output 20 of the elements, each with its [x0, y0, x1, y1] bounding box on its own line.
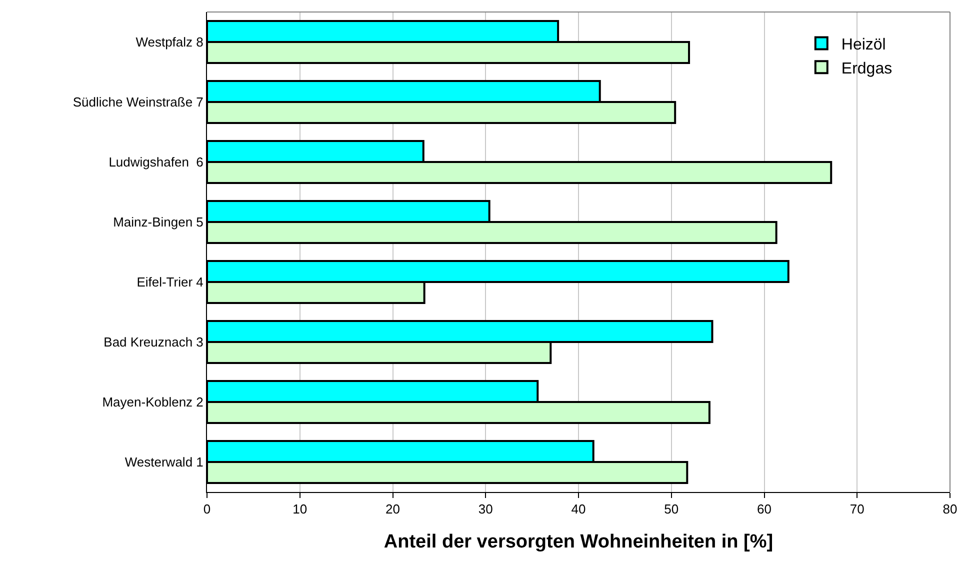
y-tick-label: Westpfalz 8 [136, 34, 204, 50]
x-tick-label: 10 [292, 502, 308, 517]
legend-label: Erdgas [841, 60, 892, 78]
x-tick-label: 70 [850, 502, 864, 517]
x-axis-title: Anteil der versorgten Wohneinheiten in [%] [384, 531, 774, 552]
legend-label: Heizöl [841, 36, 886, 54]
y-tick-label: Westerwald 1 [124, 454, 204, 470]
y-tick-label: Bad Kreuznach 3 [104, 334, 204, 350]
x-tick-label: 30 [478, 502, 493, 517]
x-tick-label: 60 [757, 502, 772, 517]
y-tick-label: Südliche Weinstraße 7 [72, 94, 204, 110]
x-tick-label: 80 [942, 502, 958, 517]
y-tick-label: Ludwigshafen 6 [108, 154, 204, 170]
x-tick-label: 50 [664, 502, 679, 517]
y-tick-label: Eifel-Trier 4 [136, 274, 204, 290]
x-tick-label: 20 [386, 502, 400, 517]
y-tick-label: Mainz-Bingen 5 [113, 214, 204, 230]
x-tick-label: 0 [203, 502, 211, 517]
x-tick-label: 40 [571, 502, 586, 517]
y-tick-label: Mayen-Koblenz 2 [102, 394, 204, 410]
